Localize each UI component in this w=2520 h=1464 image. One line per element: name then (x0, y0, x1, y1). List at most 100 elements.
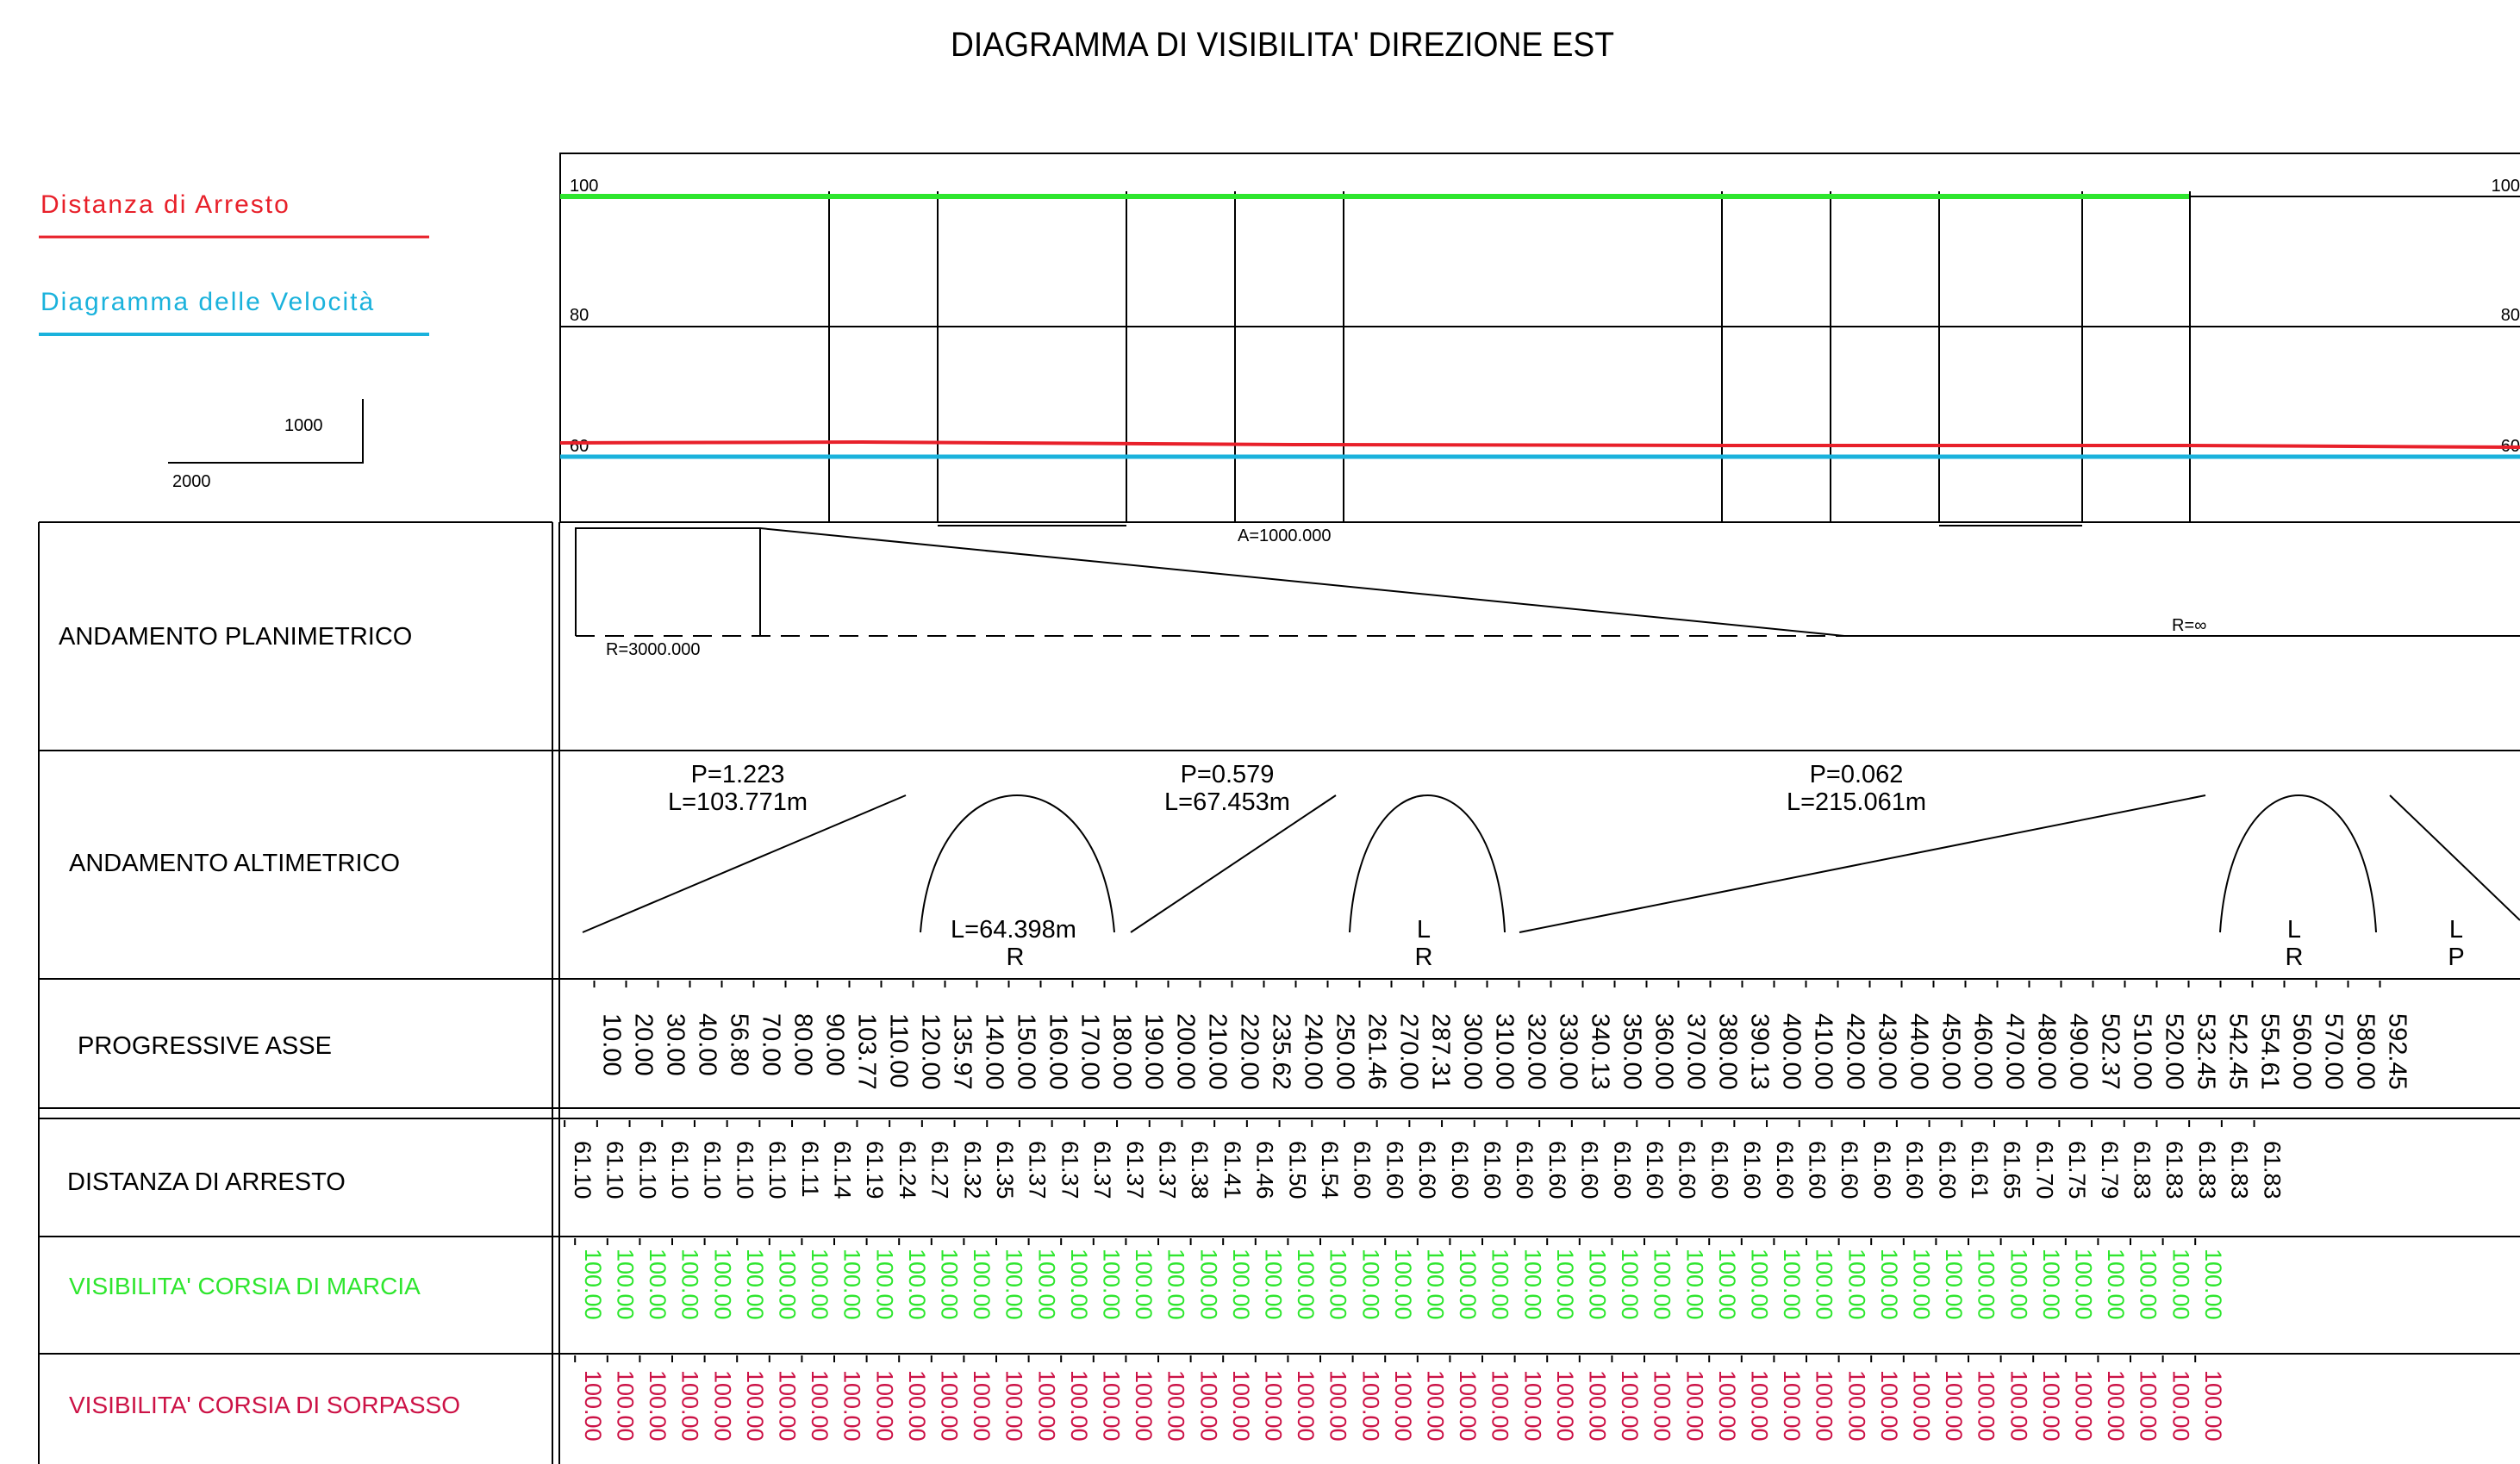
marcia-visibility-value: 100.00 (1714, 1249, 1740, 1320)
stop-distance-value: 61.60 (1869, 1141, 1895, 1199)
stop-distance-value: 61.60 (1447, 1141, 1473, 1199)
progressive-value: 220.00 (1235, 1013, 1263, 1090)
progressive-value: 180.00 (1107, 1013, 1135, 1090)
sorpasso-visibility-value: 100.00 (936, 1370, 962, 1442)
stop-distance-value: 61.37 (1025, 1141, 1051, 1199)
stop-distance-value: 61.10 (570, 1141, 596, 1199)
sorpasso-visibility-value: 100.00 (1584, 1370, 1610, 1442)
marcia-visibility-value: 100.00 (1779, 1249, 1805, 1320)
progressive-value: 261.46 (1363, 1013, 1390, 1090)
marcia-visibility-value: 100.00 (742, 1249, 768, 1320)
stop-distance-value: 61.83 (2227, 1141, 2253, 1199)
progressive-value: 410.00 (1809, 1013, 1837, 1090)
progressive-value: 480.00 (2032, 1013, 2060, 1090)
length-3-label: L=215.061m (1787, 788, 1926, 816)
marcia-visibility-value: 100.00 (936, 1249, 962, 1320)
stop-distance-value: 61.54 (1317, 1141, 1343, 1199)
marcia-visibility-value: 100.00 (807, 1249, 833, 1320)
progressive-value: 390.13 (1745, 1013, 1773, 1090)
sorpasso-visibility-value: 100.00 (1488, 1370, 1513, 1442)
sorpasso-visibility-value: 100.00 (645, 1370, 671, 1442)
marcia-visibility-value: 100.00 (1681, 1249, 1707, 1320)
progressive-value: 380.00 (1713, 1013, 1741, 1090)
marcia-visibility-value: 100.00 (774, 1249, 800, 1320)
slope-3-label: P=0.062 (1810, 761, 1904, 788)
marcia-visibility-value: 100.00 (1941, 1249, 1967, 1320)
curve-2-r-label: R (1415, 944, 1433, 971)
stop-distance-value: 61.14 (829, 1141, 855, 1199)
curve-1-length-label: L=64.398m (951, 916, 1076, 944)
marcia-visibility-value: 100.00 (1488, 1249, 1513, 1320)
progressive-value: 502.37 (2096, 1013, 2124, 1090)
sorpasso-visibility-value: 100.00 (1390, 1370, 1416, 1442)
marcia-visibility-values: 100.00 100.00 100.00 100.00 100.00 100.00 100.… (574, 1238, 2226, 1320)
sorpasso-visibility-value: 100.00 (1066, 1370, 1092, 1442)
vertical-curve-3 (2219, 794, 2377, 933)
marcia-visibility-value: 100.00 (1584, 1249, 1610, 1320)
sorpasso-visibility-value: 100.00 (1779, 1370, 1805, 1442)
row-label-sorpasso: VISIBILITA' CORSIA DI SORPASSO (69, 1392, 460, 1418)
stop-distance-value: 61.75 (2064, 1141, 2090, 1199)
progressive-value: 554.61 (2255, 1013, 2283, 1090)
sorpasso-visibility-value: 100.00 (904, 1370, 930, 1442)
marcia-visibility-value: 100.00 (1033, 1249, 1059, 1320)
progressive-value: 190.00 (1139, 1013, 1167, 1090)
progressive-value: 56.80 (725, 1013, 752, 1076)
progressive-value: 140.00 (980, 1013, 1007, 1090)
stop-distance-value: 61.32 (959, 1141, 985, 1199)
sorpasso-visibility-value: 100.00 (1293, 1370, 1319, 1442)
progressive-value: 20.00 (629, 1013, 657, 1076)
stop-distance-value: 61.60 (1934, 1141, 1960, 1199)
progressive-value: 240.00 (1299, 1013, 1326, 1090)
radius-1-label: R=3000.000 (606, 640, 701, 659)
tick-left-100: 100 (570, 177, 598, 196)
marcia-visibility-value: 100.00 (580, 1249, 606, 1320)
curve-2-l-label: L (1417, 916, 1431, 944)
progressive-value: 510.00 (2128, 1013, 2155, 1090)
stop-distance-value: 61.19 (862, 1141, 888, 1199)
progressive-value: 120.00 (916, 1013, 944, 1090)
marcia-visibility-value: 100.00 (1974, 1249, 1999, 1320)
progressive-value: 420.00 (1841, 1013, 1868, 1090)
marcia-visibility-value: 100.00 (1098, 1249, 1124, 1320)
stop-distance-value: 61.60 (1350, 1141, 1375, 1199)
sorpasso-visibility-value: 100.00 (2103, 1370, 2129, 1442)
progressive-value: 450.00 (1937, 1013, 1964, 1090)
stop-distance-value: 61.79 (2097, 1141, 2123, 1199)
tick-left-80: 80 (570, 306, 589, 325)
progressive-value: 440.00 (1905, 1013, 1932, 1090)
tick-right-100: 100 (2492, 177, 2520, 196)
scale-vertical-label: 1000 (284, 416, 323, 435)
stop-distance-value: 61.60 (1512, 1141, 1538, 1199)
grade-line-1 (582, 794, 907, 933)
marcia-visibility-value: 100.00 (1812, 1249, 1837, 1320)
sorpasso-visibility-value: 100.00 (871, 1370, 897, 1442)
scale-horizontal-label: 2000 (172, 472, 211, 491)
stop-distance-value: 61.50 (1284, 1141, 1310, 1199)
stop-distance-values: 61.10 61.10 61.10 61.10 61.10 61.10 61.10 61.11… (564, 1120, 2285, 1199)
progressive-value: 470.00 (2000, 1013, 2028, 1090)
marcia-visibility-value: 100.00 (2200, 1249, 2226, 1320)
graph-dividers (828, 191, 2191, 526)
stop-distance-value: 61.60 (1739, 1141, 1765, 1199)
progressive-value: 170.00 (1076, 1013, 1103, 1090)
progressive-value: 310.00 (1490, 1013, 1518, 1090)
progressive-value: 80.00 (789, 1013, 816, 1076)
stop-distance-value: 61.10 (732, 1141, 758, 1199)
sorpasso-visibility-value: 100.00 (1195, 1370, 1221, 1442)
stop-distance-value: 61.38 (1187, 1141, 1213, 1199)
sorpasso-visibility-value: 100.00 (1681, 1370, 1707, 1442)
stop-distance-value: 61.27 (927, 1141, 953, 1199)
sorpasso-visibility-value: 100.00 (1519, 1370, 1545, 1442)
marcia-visibility-value: 100.00 (1066, 1249, 1092, 1320)
sorpasso-visibility-value: 100.00 (1357, 1370, 1383, 1442)
progressive-value: 110.00 (884, 1013, 912, 1088)
stop-distance-value: 61.41 (1219, 1141, 1245, 1199)
progressive-value: 560.00 (2287, 1013, 2315, 1090)
stop-distance-value: 61.60 (1479, 1141, 1505, 1199)
stop-distance-value: 61.83 (2194, 1141, 2220, 1199)
sorpasso-visibility-value: 100.00 (1131, 1370, 1157, 1442)
stop-distance-value: 61.60 (1609, 1141, 1635, 1199)
curve-radius-box (575, 527, 761, 636)
